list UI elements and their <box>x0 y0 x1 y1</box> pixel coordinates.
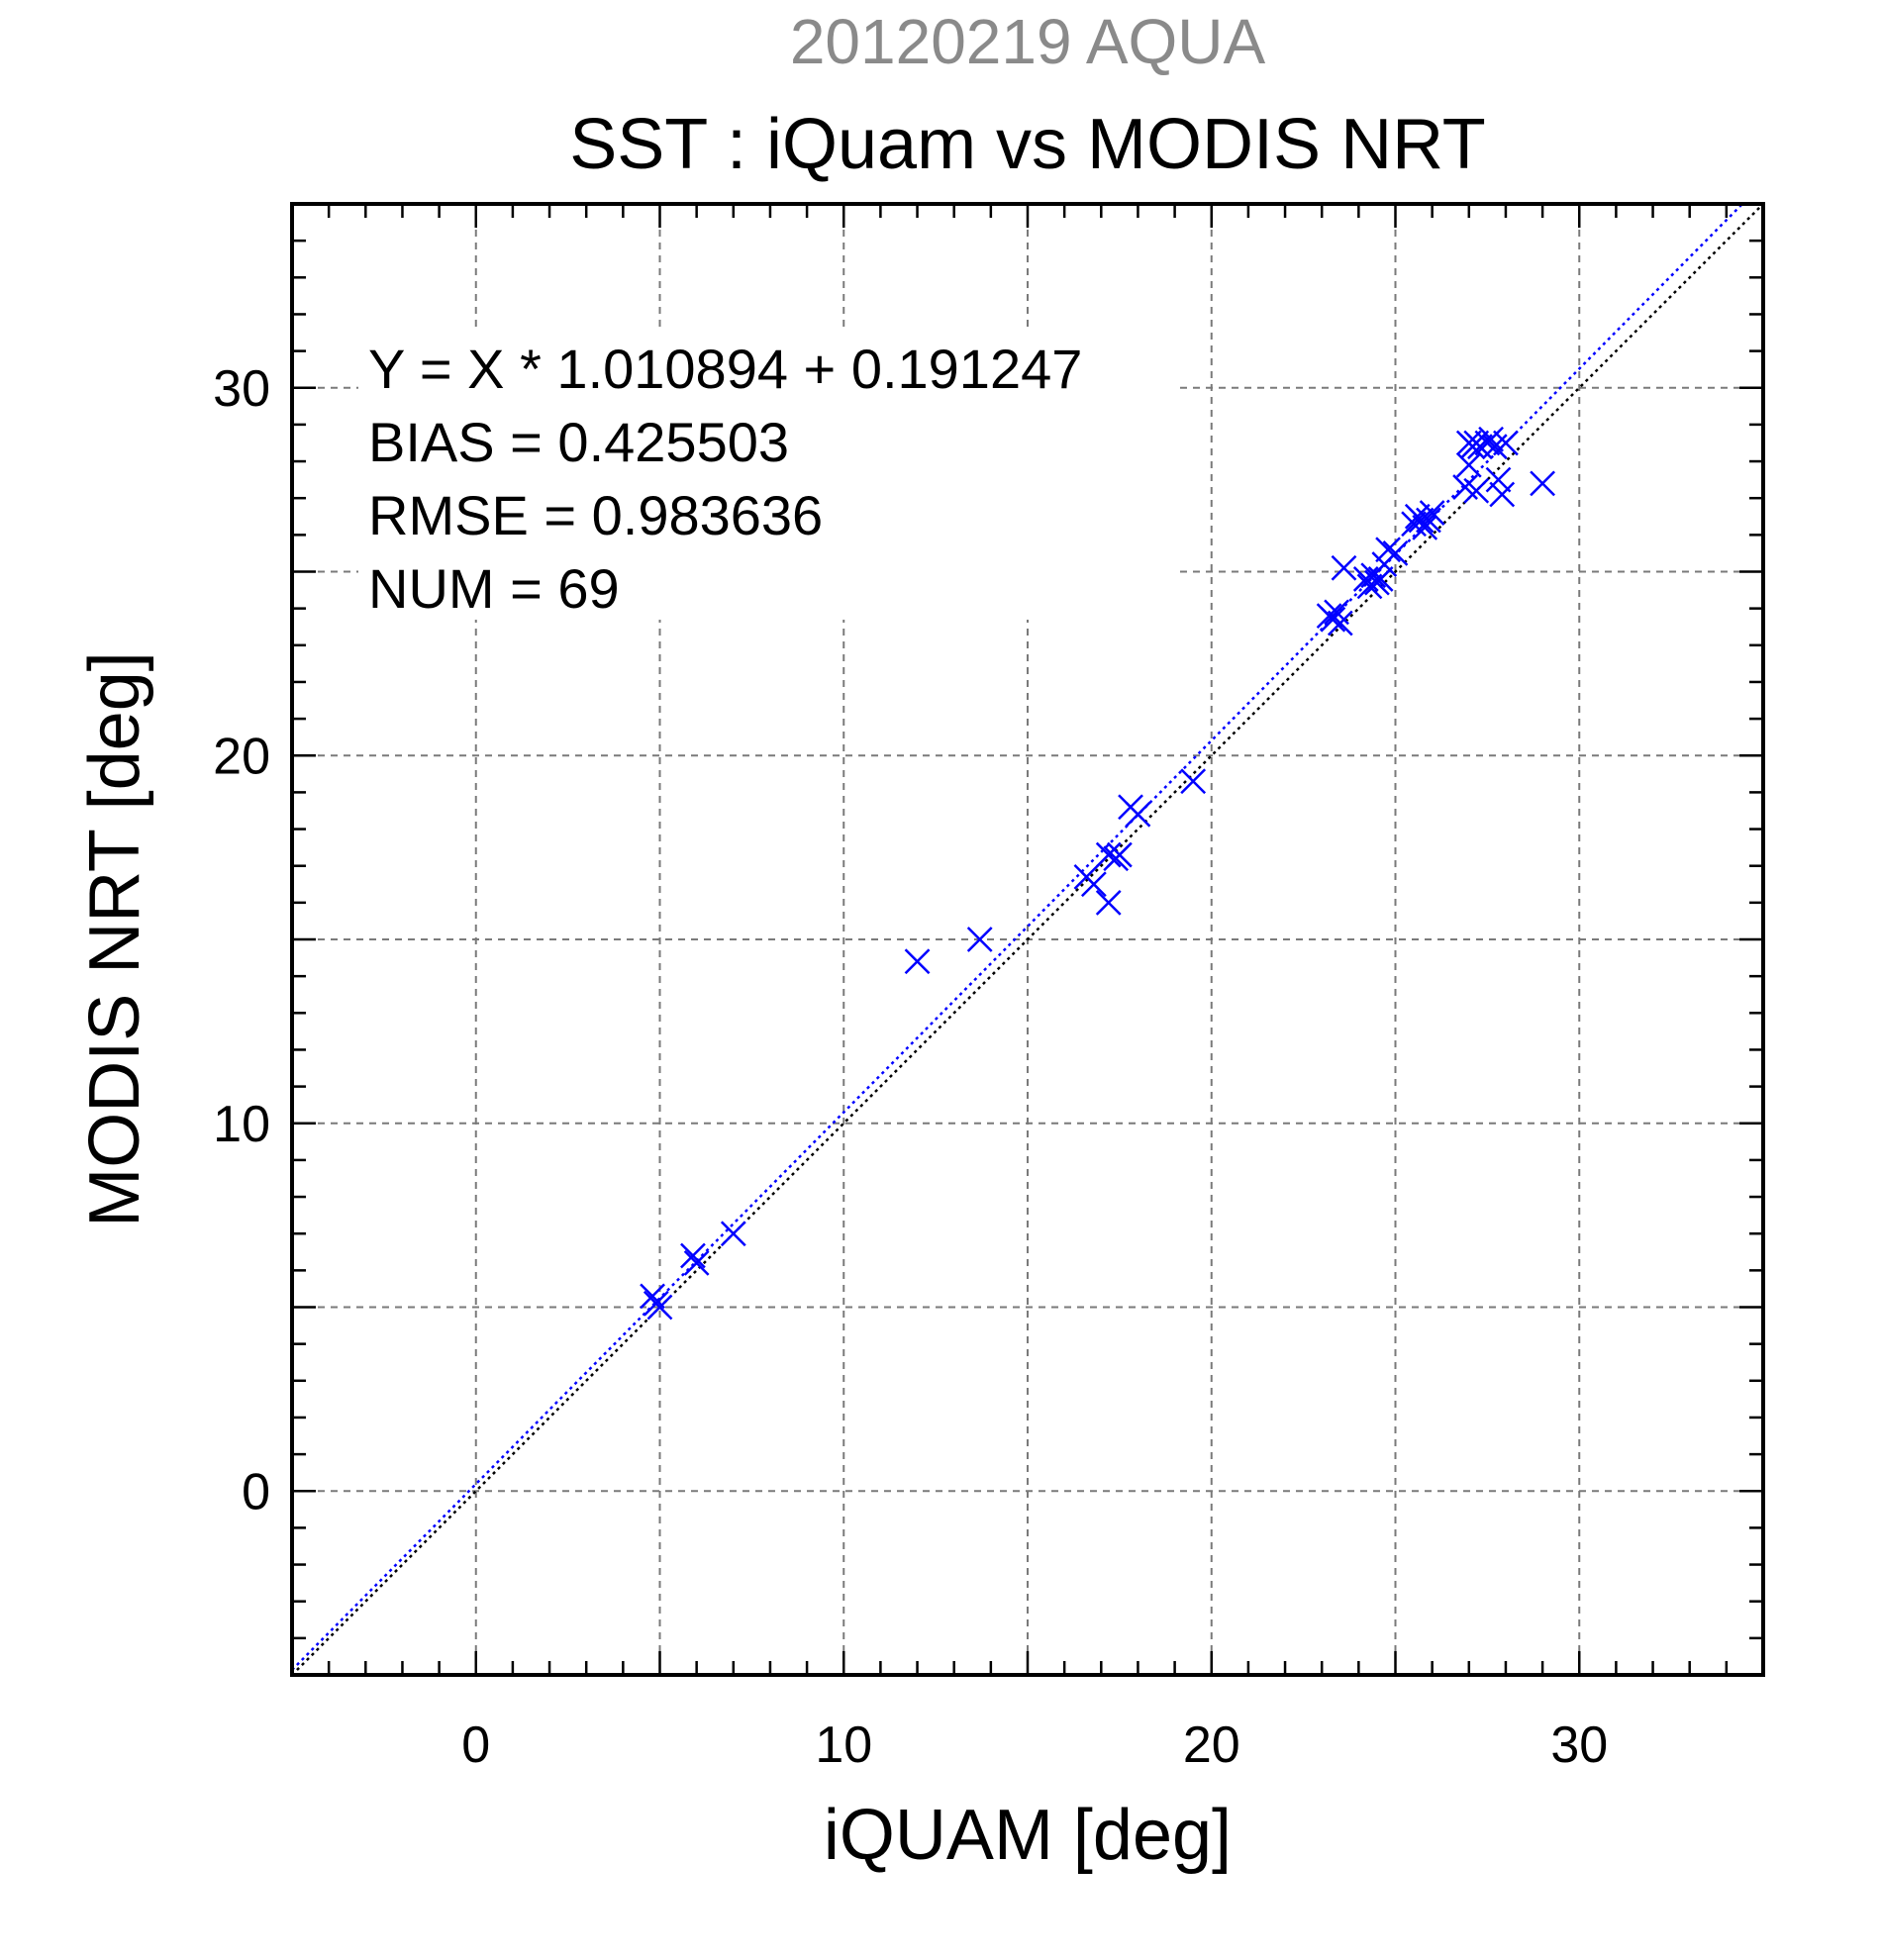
stats-background <box>358 333 1180 620</box>
data-point <box>1408 507 1435 534</box>
data-point <box>680 1242 706 1269</box>
y-tick-label: 0 <box>242 1463 270 1520</box>
chart-date-title: 20120219 AQUA <box>790 6 1266 77</box>
stats-bias: BIAS = 0.425503 <box>368 411 789 473</box>
x-axis-label: iQUAM [deg] <box>824 1796 1232 1875</box>
x-tick-label: 20 <box>1183 1716 1240 1774</box>
data-point <box>1463 477 1490 504</box>
stats-equation: Y = X * 1.010894 + 0.191247 <box>368 338 1082 400</box>
data-point <box>1331 554 1357 581</box>
y-tick-label: 20 <box>213 728 270 785</box>
data-point <box>1180 768 1207 795</box>
data-point <box>720 1221 746 1247</box>
data-point <box>1375 537 1401 563</box>
x-tick-label: 30 <box>1550 1716 1608 1774</box>
data-point <box>1493 430 1519 456</box>
x-tick-label: 0 <box>461 1716 490 1774</box>
data-point <box>1095 889 1122 916</box>
y-tick-label: 10 <box>213 1096 270 1153</box>
data-point <box>1125 801 1151 828</box>
data-point <box>1327 610 1353 637</box>
regression-line <box>292 204 1744 1671</box>
data-point <box>1485 466 1512 493</box>
data-point <box>1095 841 1122 868</box>
stats-box: Y = X * 1.010894 + 0.191247 BIAS = 0.425… <box>358 333 1180 620</box>
data-point <box>640 1283 665 1310</box>
data-point <box>1320 606 1346 633</box>
data-point <box>1382 540 1409 566</box>
identity-line <box>292 204 1763 1675</box>
stats-num: NUM = 69 <box>368 557 620 620</box>
data-point <box>1416 507 1441 534</box>
data-point <box>1080 871 1107 898</box>
data-point <box>646 1294 673 1321</box>
plot-frame <box>290 202 1765 1677</box>
data-point <box>904 948 931 975</box>
data-point <box>1412 515 1438 540</box>
y-tick-label: 30 <box>213 360 270 418</box>
data-point <box>683 1250 710 1276</box>
data-point <box>1367 566 1394 592</box>
tick-labels: 0 10 20 30 0 10 20 30 <box>213 360 1608 1774</box>
data-point <box>1419 500 1445 526</box>
data-point <box>1478 426 1504 452</box>
data-point <box>1489 481 1516 508</box>
data-point <box>1106 841 1133 868</box>
data-points <box>640 426 1555 1321</box>
data-point <box>966 927 993 952</box>
stats-rmse: RMSE = 0.983636 <box>368 484 823 546</box>
y-axis-label: MODIS NRT [deg] <box>75 651 154 1227</box>
x-tick-label: 10 <box>815 1716 872 1774</box>
chart-title: SST : iQuam vs MODIS NRT <box>569 105 1486 184</box>
data-point <box>1530 470 1555 497</box>
